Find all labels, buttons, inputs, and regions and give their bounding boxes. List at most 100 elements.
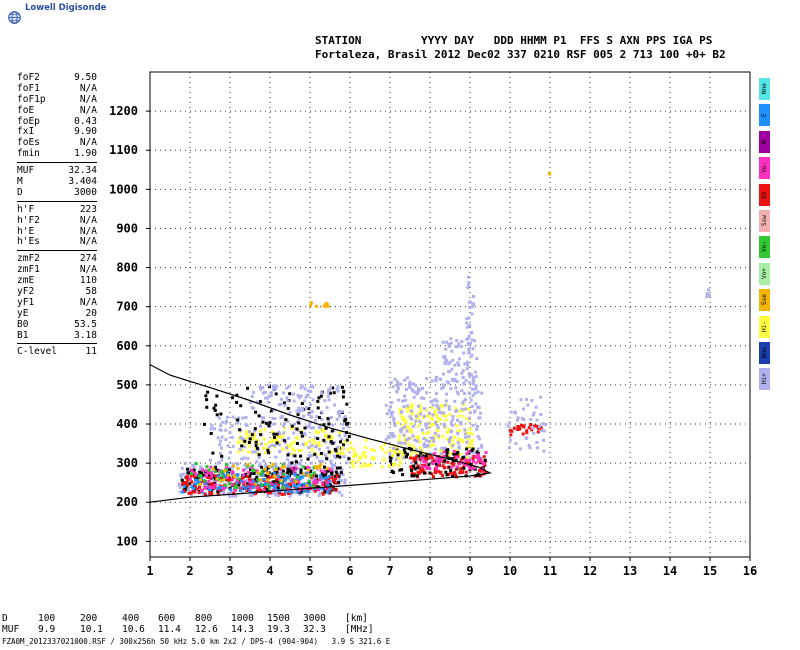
echo-point — [260, 465, 264, 469]
echo-point — [478, 416, 482, 420]
echo-point — [516, 428, 520, 431]
echo-point — [444, 470, 448, 474]
echo-point — [286, 467, 290, 471]
echo-point — [435, 399, 439, 403]
echo-point — [449, 469, 453, 472]
echo-point — [412, 395, 416, 399]
echo-point — [211, 467, 215, 471]
echo-point — [441, 434, 444, 438]
echo-point — [188, 477, 192, 481]
logo-text: Lowell Digisonde — [25, 3, 107, 13]
echo-point — [534, 405, 538, 409]
echo-point — [342, 443, 345, 447]
echo-point — [314, 476, 318, 480]
echo-point — [309, 488, 313, 492]
param-value: 3000 — [74, 186, 97, 198]
echo-point — [409, 454, 413, 458]
echo-point — [277, 430, 281, 434]
echo-point — [400, 427, 404, 431]
echo-point — [266, 474, 270, 478]
echo-point — [322, 427, 326, 431]
echo-point — [271, 465, 274, 469]
echo-point — [292, 399, 296, 403]
echo-point — [303, 387, 307, 391]
echo-point — [236, 467, 240, 470]
echo-point — [219, 412, 223, 416]
echo-point — [544, 423, 548, 426]
echo-point — [381, 447, 385, 451]
x-tick-label: 3 — [226, 564, 233, 578]
echo-point — [205, 469, 208, 473]
echo-point — [438, 377, 442, 381]
echo-point — [412, 464, 416, 468]
echo-point — [187, 477, 191, 481]
echo-point — [277, 494, 280, 497]
param-row: h'F 223 — [17, 204, 97, 216]
echo-point — [413, 438, 417, 442]
param-name: C-level — [17, 346, 58, 358]
echo-point — [181, 490, 185, 494]
echo-point — [236, 441, 240, 445]
echo-point — [202, 473, 206, 477]
echo-point — [231, 476, 235, 480]
echo-point — [396, 384, 400, 388]
echo-point — [254, 446, 258, 450]
echo-point — [476, 405, 480, 409]
echo-point — [520, 423, 524, 427]
echo-point — [277, 478, 281, 482]
echo-point — [226, 473, 230, 477]
echo-point — [273, 444, 277, 448]
echo-point — [238, 486, 242, 490]
echo-point — [408, 386, 412, 390]
echo-point — [211, 451, 215, 455]
echo-point — [389, 381, 393, 385]
echo-point — [262, 459, 266, 463]
echo-point — [272, 422, 276, 426]
echo-point — [411, 444, 415, 448]
echo-point — [449, 436, 453, 439]
muf-table-cell: 10.6 — [122, 624, 145, 635]
echo-point — [288, 411, 292, 414]
echo-point — [401, 418, 405, 422]
echo-point — [212, 486, 216, 490]
echo-point — [207, 488, 211, 491]
echo-point — [482, 455, 486, 459]
echo-point — [327, 418, 330, 422]
echo-point — [453, 363, 457, 367]
echo-point — [370, 456, 374, 460]
echo-point — [430, 379, 434, 383]
echo-point — [314, 464, 318, 468]
echo-point — [448, 412, 452, 416]
echo-point — [333, 448, 337, 451]
echo-point — [286, 399, 290, 403]
echo-point — [305, 483, 309, 487]
muf-table-cell: 800 — [195, 613, 213, 624]
echo-point — [213, 483, 217, 487]
echo-point — [208, 458, 212, 462]
echo-point — [450, 465, 454, 469]
echo-point — [275, 384, 279, 388]
echo-point — [418, 446, 422, 450]
y-tick-label: 500 — [116, 378, 138, 392]
echo-point — [336, 445, 340, 449]
echo-point — [337, 477, 341, 481]
echo-point — [470, 432, 474, 436]
echo-point — [294, 480, 298, 484]
echo-point — [362, 452, 366, 456]
echo-point — [253, 434, 256, 438]
muf-table-cell: 100 — [38, 613, 56, 624]
echo-point — [244, 472, 248, 476]
echo-point — [445, 380, 449, 384]
echo-point — [260, 483, 264, 487]
echo-point — [455, 449, 459, 452]
echo-point — [456, 418, 459, 422]
echo-point — [419, 466, 423, 470]
echo-point — [512, 426, 516, 430]
echo-point — [431, 403, 435, 407]
echo-point — [384, 450, 388, 454]
echo-point — [323, 399, 327, 402]
echo-point — [392, 418, 396, 422]
echo-point — [318, 491, 322, 495]
echo-point — [235, 462, 239, 466]
echo-point — [264, 463, 268, 467]
